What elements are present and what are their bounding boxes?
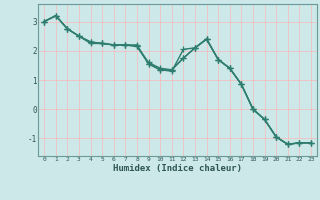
X-axis label: Humidex (Indice chaleur): Humidex (Indice chaleur) bbox=[113, 164, 242, 173]
